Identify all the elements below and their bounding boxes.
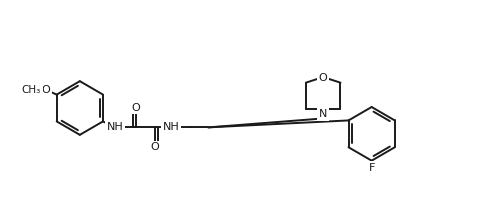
- Text: O: O: [42, 85, 50, 95]
- Text: CH₃: CH₃: [22, 85, 41, 95]
- Text: NH: NH: [163, 122, 180, 132]
- Text: O: O: [319, 73, 327, 83]
- Text: N: N: [319, 109, 327, 119]
- Text: O: O: [150, 142, 159, 152]
- Text: O: O: [132, 102, 140, 112]
- Text: NH: NH: [107, 122, 124, 132]
- Text: F: F: [369, 163, 375, 173]
